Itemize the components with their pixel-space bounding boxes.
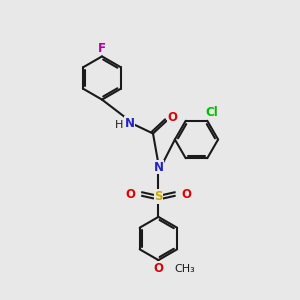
Text: O: O [182,188,192,201]
Text: F: F [98,41,106,55]
Text: Cl: Cl [206,106,218,119]
Text: S: S [154,190,163,203]
Text: N: N [125,116,135,130]
Text: CH₃: CH₃ [174,263,195,274]
Text: O: O [153,262,164,275]
Text: O: O [125,188,135,201]
Text: O: O [167,111,178,124]
Text: H: H [115,119,123,130]
Text: N: N [153,161,164,174]
